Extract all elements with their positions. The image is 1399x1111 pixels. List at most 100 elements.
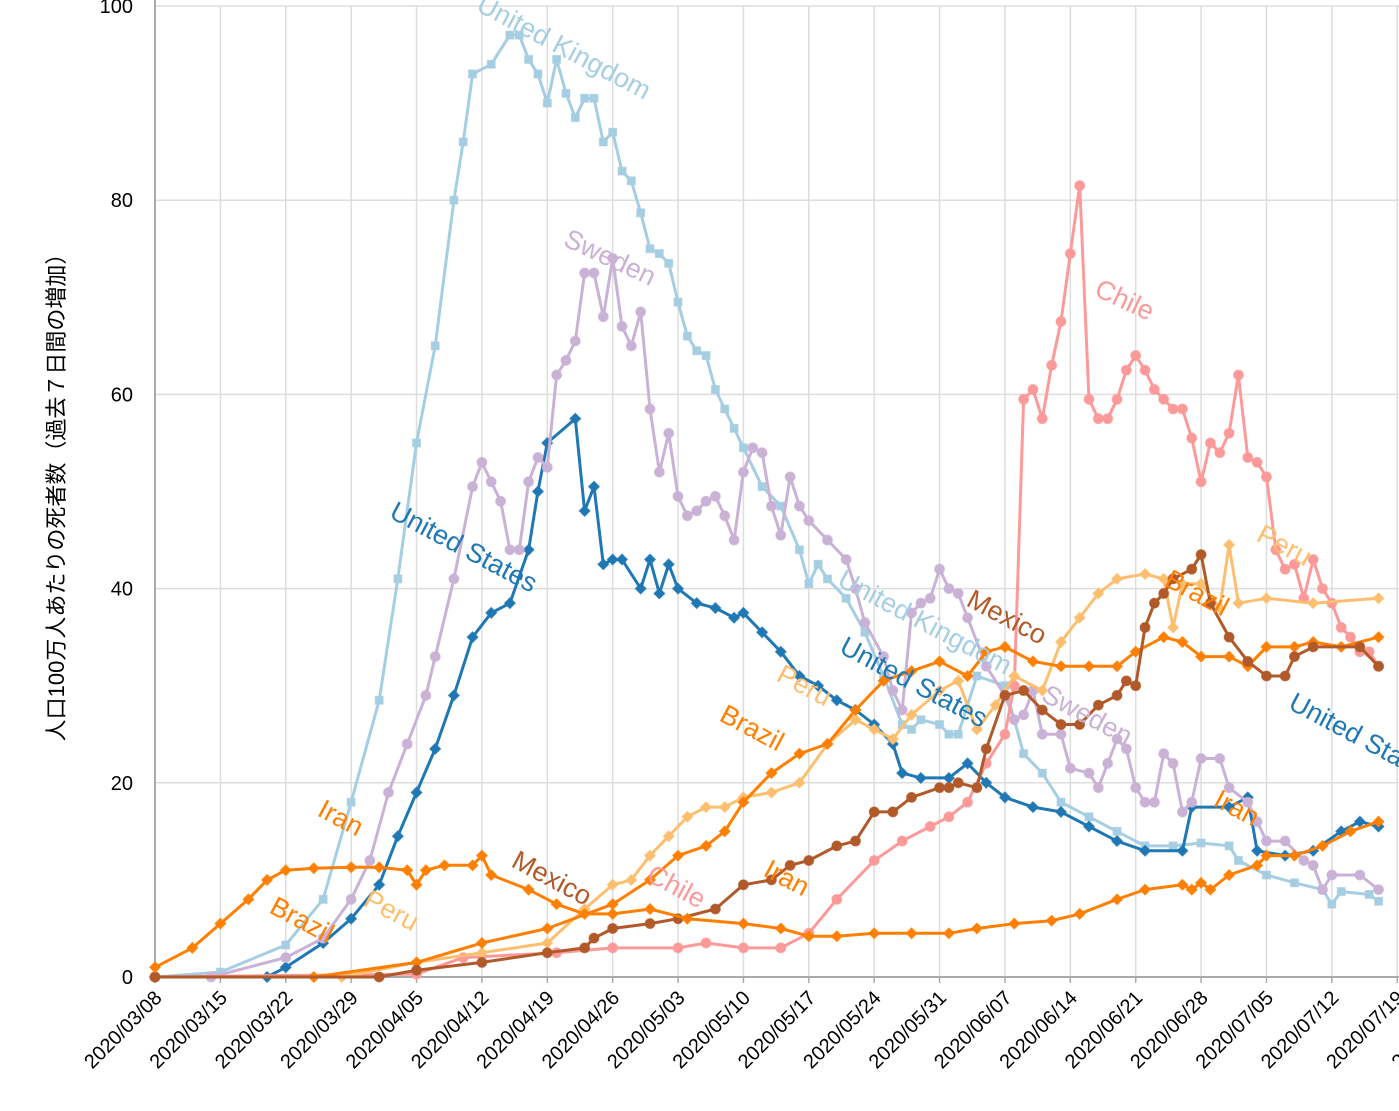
- data-point-united-states: [615, 553, 629, 566]
- data-point-brazil: [980, 645, 993, 658]
- data-point-united-kingdom: [570, 113, 580, 123]
- series-annotation-label: Chile: [1090, 273, 1158, 326]
- data-point-mexico: [1092, 699, 1104, 711]
- data-point-peru: [1036, 684, 1049, 697]
- data-point-brazil: [877, 674, 890, 688]
- data-point-brazil: [905, 664, 918, 678]
- data-point-iran: [830, 930, 844, 943]
- data-point-united-kingdom: [626, 176, 636, 186]
- y-tick-label: 100: [100, 0, 133, 18]
- data-point-peru: [970, 723, 984, 736]
- data-point-iran: [372, 861, 386, 874]
- data-point-united-kingdom: [916, 715, 926, 725]
- data-point-sweden: [383, 787, 394, 799]
- data-point-iran: [400, 863, 414, 877]
- y-tick-label: 0: [122, 967, 133, 989]
- data-point-sweden: [467, 481, 479, 493]
- data-point-iran: [410, 878, 423, 891]
- data-point-united-kingdom: [458, 137, 468, 147]
- data-point-peru: [886, 732, 900, 746]
- data-point-mexico: [1055, 719, 1067, 731]
- data-point-iran: [279, 863, 292, 877]
- data-point-chile: [1148, 384, 1160, 396]
- data-point-mexico: [1373, 660, 1385, 672]
- data-point-united-kingdom: [907, 724, 917, 734]
- data-point-sweden: [962, 612, 974, 624]
- data-point-united-states: [895, 766, 909, 780]
- data-point-peru: [1008, 669, 1021, 683]
- data-point-iran: [485, 868, 498, 882]
- data-point-mexico: [588, 932, 600, 944]
- data-point-sweden: [644, 403, 656, 415]
- data-point-united-states: [1176, 844, 1189, 857]
- data-point-mexico: [579, 942, 591, 954]
- data-point-united-kingdom: [524, 54, 534, 64]
- data-point-united-kingdom: [673, 297, 683, 307]
- data-point-united-states: [1026, 800, 1040, 814]
- data-point-brazil: [1026, 655, 1040, 668]
- data-point-mexico: [831, 840, 843, 852]
- data-point-peru: [1138, 567, 1152, 581]
- data-point-iran: [643, 902, 657, 916]
- data-point-sweden: [1120, 743, 1132, 755]
- data-point-sweden: [1055, 728, 1067, 740]
- series-line-peru: [155, 543, 1379, 979]
- data-point-sweden: [737, 466, 749, 478]
- series-mexico: [149, 549, 1385, 983]
- data-point-united-kingdom: [710, 385, 720, 395]
- data-point-peru: [681, 810, 694, 823]
- data-point-sweden: [1251, 816, 1263, 828]
- data-point-united-kingdom: [1289, 878, 1299, 888]
- data-point-sweden: [887, 685, 899, 697]
- data-point-united-states: [914, 771, 928, 785]
- data-point-mexico: [1204, 597, 1216, 609]
- data-point-sweden: [681, 510, 693, 522]
- data-point-brazil: [1129, 645, 1142, 658]
- data-point-united-kingdom: [1336, 887, 1346, 897]
- data-point-brazil: [541, 922, 554, 935]
- data-point-chile: [1345, 631, 1357, 643]
- data-point-peru: [625, 873, 638, 887]
- data-point-chile: [737, 942, 749, 954]
- data-point-sweden: [523, 476, 535, 488]
- data-point-united-kingdom: [449, 195, 459, 205]
- data-point-iran: [867, 927, 881, 940]
- data-point-mexico: [1148, 597, 1160, 609]
- data-point-iran: [737, 917, 750, 930]
- data-point-chile: [943, 811, 955, 823]
- data-point-iran: [550, 897, 563, 911]
- data-point-chile: [1307, 553, 1319, 565]
- data-point-sweden: [1139, 796, 1151, 808]
- data-point-mexico: [1223, 631, 1235, 643]
- data-point-iran: [148, 961, 162, 974]
- data-point-united-states: [597, 558, 610, 571]
- data-point-sweden: [1279, 835, 1291, 847]
- data-point-sweden: [1223, 782, 1235, 794]
- data-point-united-kingdom: [318, 894, 328, 904]
- data-point-peru: [867, 723, 881, 736]
- series-iran: [148, 815, 1385, 974]
- data-point-united-states: [279, 961, 292, 974]
- data-point-sweden: [896, 704, 908, 716]
- data-point-iran: [260, 873, 274, 887]
- data-point-sweden: [1326, 869, 1338, 881]
- data-point-united-states: [737, 606, 750, 620]
- data-point-united-kingdom: [514, 30, 524, 40]
- data-point-sweden: [663, 427, 675, 439]
- series-group: [148, 30, 1385, 984]
- data-point-united-kingdom: [533, 69, 543, 79]
- data-point-sweden: [569, 335, 581, 347]
- data-point-united-kingdom: [281, 940, 291, 950]
- data-point-iran: [1045, 914, 1058, 927]
- data-point-brazil: [1082, 660, 1096, 673]
- data-point-chile: [1064, 248, 1076, 260]
- data-point-mexico: [952, 777, 964, 789]
- data-point-mexico: [476, 956, 488, 968]
- data-point-sweden: [597, 311, 609, 323]
- data-point-brazil: [1157, 630, 1170, 644]
- data-point-united-states: [709, 601, 722, 615]
- data-point-united-kingdom: [1168, 841, 1178, 851]
- data-point-sweden: [1008, 714, 1020, 726]
- series-annotation-label: Brazil: [265, 891, 339, 949]
